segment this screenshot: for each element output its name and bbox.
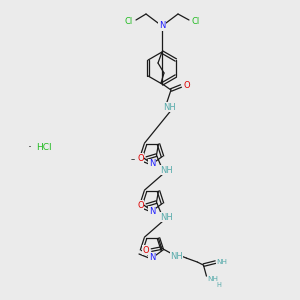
Text: O: O (137, 201, 144, 210)
Text: ·: · (28, 142, 32, 154)
Text: N: N (149, 206, 155, 215)
Text: –: – (131, 155, 135, 164)
Text: HCl: HCl (36, 143, 52, 152)
Text: N: N (149, 254, 155, 262)
Text: O: O (184, 82, 190, 91)
Text: NH: NH (164, 103, 176, 112)
Text: NH: NH (207, 276, 218, 282)
Text: NH: NH (160, 213, 173, 222)
Text: NH: NH (216, 259, 227, 265)
Text: O: O (142, 246, 149, 255)
Text: Cl: Cl (125, 17, 133, 26)
Text: N: N (149, 160, 155, 169)
Text: O: O (137, 154, 144, 163)
Text: Cl: Cl (192, 17, 200, 26)
Text: H: H (216, 282, 221, 288)
Text: N: N (159, 22, 165, 31)
Text: NH: NH (170, 252, 183, 261)
Text: NH: NH (160, 166, 173, 175)
